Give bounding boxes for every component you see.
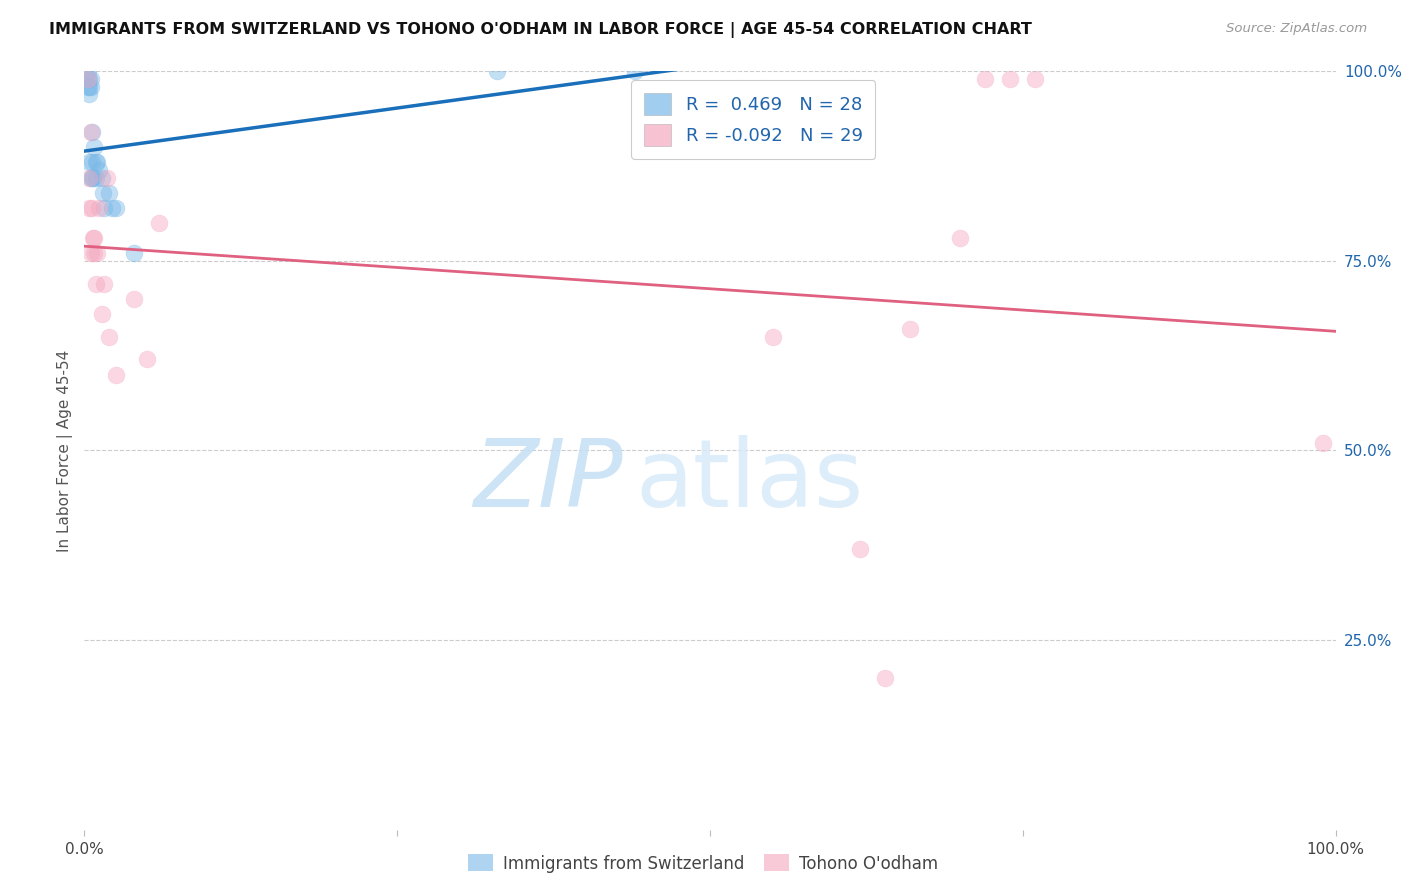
Point <box>849 542 872 557</box>
Point <box>124 246 146 260</box>
Legend: Immigrants from Switzerland, Tohono O'odham: Immigrants from Switzerland, Tohono O'od… <box>461 847 945 880</box>
Point <box>136 352 159 367</box>
Point <box>79 246 101 260</box>
Point <box>83 140 105 154</box>
Point <box>79 125 101 139</box>
Y-axis label: In Labor Force | Age 45-54: In Labor Force | Age 45-54 <box>58 350 73 551</box>
Point <box>93 277 115 291</box>
Point <box>949 231 972 245</box>
Point <box>89 163 111 178</box>
Text: IMMIGRANTS FROM SWITZERLAND VS TOHONO O'ODHAM IN LABOR FORCE | AGE 45-54 CORRELA: IMMIGRANTS FROM SWITZERLAND VS TOHONO O'… <box>49 22 1032 38</box>
Point <box>77 72 100 87</box>
Point <box>89 201 111 215</box>
Point <box>84 277 107 291</box>
Point <box>96 170 118 185</box>
Point <box>80 170 103 185</box>
Point <box>79 170 101 185</box>
Point <box>79 72 101 87</box>
Point <box>974 72 997 87</box>
Point <box>1312 436 1334 450</box>
Point <box>83 246 105 260</box>
Point <box>104 368 127 382</box>
Point <box>898 322 921 336</box>
Point <box>93 201 115 215</box>
Point <box>91 186 114 200</box>
Point <box>84 155 107 169</box>
Point <box>124 292 146 306</box>
Point <box>79 201 101 215</box>
Point <box>83 231 105 245</box>
Point <box>486 64 509 78</box>
Point <box>148 216 170 230</box>
Point <box>79 170 101 185</box>
Point <box>79 87 101 102</box>
Point <box>80 155 103 169</box>
Text: Source: ZipAtlas.com: Source: ZipAtlas.com <box>1226 22 1367 36</box>
Point <box>1024 72 1046 87</box>
Point <box>84 170 107 185</box>
Point <box>98 330 121 344</box>
Point <box>1000 72 1022 87</box>
Point <box>79 155 101 169</box>
Point <box>77 72 100 87</box>
Point <box>624 64 647 78</box>
Point <box>82 231 104 245</box>
Point <box>101 201 124 215</box>
Point <box>762 330 785 344</box>
Point <box>86 246 108 260</box>
Point <box>80 201 103 215</box>
Point <box>90 170 112 185</box>
Point <box>104 201 127 215</box>
Point <box>86 155 108 169</box>
Text: ZIP: ZIP <box>472 435 623 526</box>
Point <box>875 671 897 685</box>
Point <box>98 186 121 200</box>
Point <box>79 72 101 87</box>
Point <box>80 125 103 139</box>
Text: atlas: atlas <box>636 434 863 527</box>
Point <box>79 79 101 94</box>
Point <box>79 79 101 94</box>
Point <box>77 64 100 78</box>
Point <box>77 79 100 94</box>
Point <box>82 170 104 185</box>
Legend: R =  0.469   N = 28, R = -0.092   N = 29: R = 0.469 N = 28, R = -0.092 N = 29 <box>631 80 876 159</box>
Point <box>90 307 112 321</box>
